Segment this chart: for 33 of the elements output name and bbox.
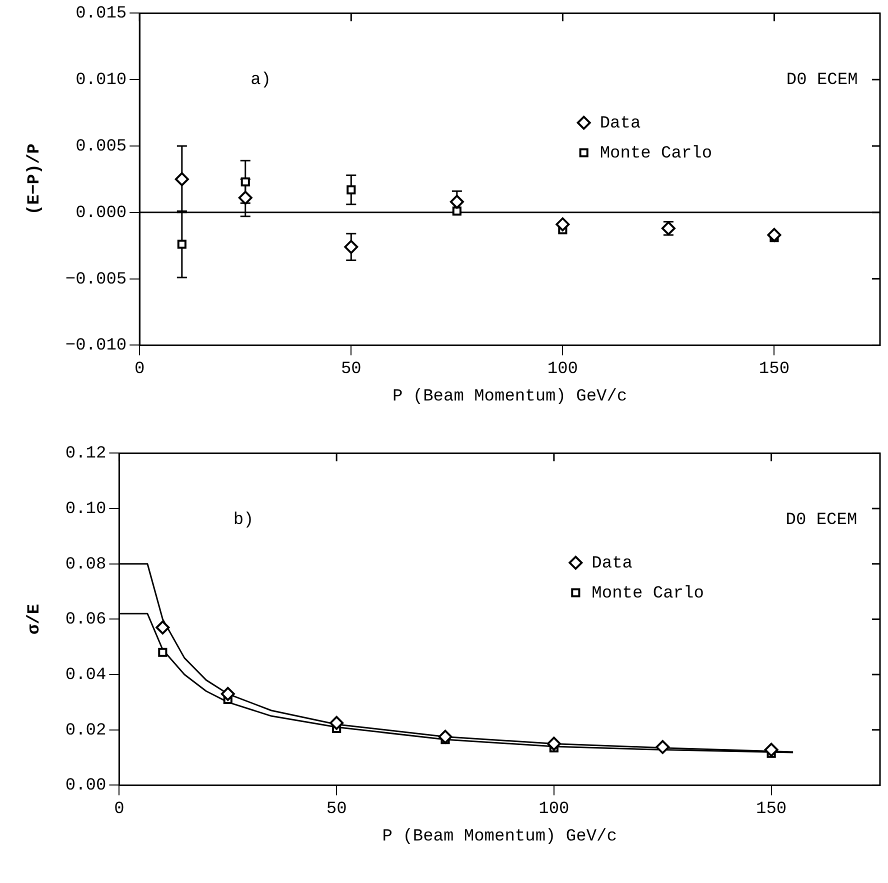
- y-tick-label: −0.005: [65, 270, 127, 290]
- y-tick-label: 0.04: [65, 666, 106, 686]
- x-tick-label: 100: [538, 800, 570, 819]
- annotation: b): [233, 511, 254, 530]
- legend-label: Monte Carlo: [600, 144, 712, 164]
- annotation: D0 ECEM: [786, 511, 858, 530]
- x-tick-label: 0: [134, 360, 145, 379]
- y-axis-title: (E−P)/P: [25, 143, 44, 215]
- legend-label: Data: [592, 554, 632, 574]
- annotation: D0 ECEM: [786, 71, 858, 90]
- annotation: a): [250, 71, 272, 90]
- legend-label: Monte Carlo: [592, 584, 704, 604]
- y-tick-label: 0.08: [65, 555, 106, 574]
- x-tick-label: 50: [326, 800, 347, 819]
- y-tick-label: 0.00: [65, 776, 106, 796]
- x-tick-label: 100: [547, 360, 578, 379]
- x-tick-label: 0: [114, 800, 124, 819]
- legend-label: Data: [600, 114, 641, 134]
- x-tick-label: 150: [758, 360, 790, 379]
- y-tick-label: 0.005: [76, 138, 127, 156]
- y-tick-label: 0.12: [65, 444, 106, 464]
- y-axis-title: σ/E: [25, 604, 44, 635]
- y-tick-label: 0.015: [76, 4, 127, 24]
- x-axis-title: P (Beam Momentum) GeV/c: [392, 387, 628, 406]
- x-tick-label: 50: [340, 360, 362, 379]
- x-axis-title: P (Beam Momentum) GeV/c: [382, 827, 617, 846]
- y-tick-label: −0.010: [65, 336, 127, 356]
- y-tick-label: 0.02: [65, 721, 106, 740]
- y-tick-label: 0.06: [65, 610, 106, 630]
- y-tick-label: 0.10: [65, 500, 106, 520]
- y-tick-label: 0.000: [76, 204, 127, 223]
- y-tick-label: 0.010: [76, 71, 127, 90]
- x-tick-label: 150: [756, 800, 787, 819]
